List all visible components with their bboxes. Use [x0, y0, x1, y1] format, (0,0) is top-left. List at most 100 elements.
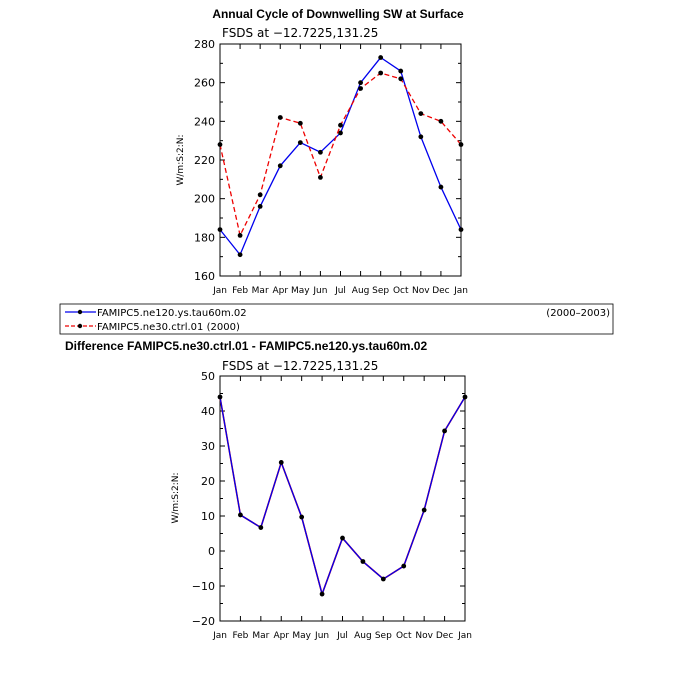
legend-note-blue: (2000–2003) — [546, 308, 610, 319]
bottom-ytick-label: 10 — [201, 510, 215, 523]
bottom-series-0-point — [421, 507, 427, 513]
bottom-series-line-0 — [219, 396, 466, 597]
bottom-xtick-label: Jan — [212, 631, 227, 641]
bottom-series-0-point — [462, 394, 468, 400]
top-y-axis-label: W/m:S:2:N: — [176, 135, 186, 186]
bottom-ytick-label: 0 — [208, 545, 215, 558]
legend-marker-red — [77, 323, 83, 329]
top-xtick-label: Nov — [412, 286, 430, 296]
top-xtick-label: Aug — [352, 286, 370, 296]
top-series-0-point — [318, 149, 323, 155]
top-series-1-point — [358, 86, 363, 91]
top-ytick-label: 220 — [194, 154, 215, 167]
legend: FAMIPC5.ne120.ys.tau60m.02 (2000–2003) F… — [59, 303, 614, 335]
top-ytick-label: 240 — [194, 115, 215, 128]
top-series-0-point — [277, 163, 283, 169]
bottom-xtick-label: Nov — [415, 631, 433, 641]
top-series-0-point — [257, 204, 263, 209]
bottom-ytick-label: 50 — [201, 370, 215, 383]
bottom-xtick-label: Feb — [232, 631, 248, 641]
top-series-0-point — [398, 68, 404, 74]
top-series-1-point — [277, 115, 283, 120]
bottom-series-0-point — [299, 514, 305, 520]
top-chart-subtitle: FSDS at −12.7225,131.25 — [222, 26, 378, 40]
top-xtick-label: Jul — [334, 286, 346, 296]
top-series-1-point — [297, 120, 303, 126]
bottom-xtick-label: Aug — [354, 631, 372, 641]
bottom-xtick-label: Mar — [252, 631, 269, 641]
bottom-ytick-label: 20 — [201, 475, 215, 488]
bottom-axis-ticks: −20 −10 0 10 20 30 40 50 Jan Feb Mar Apr May Jun Jul Au… — [192, 370, 472, 641]
top-series-1-point — [378, 70, 384, 76]
bottom-xtick-label: Jun — [314, 631, 329, 641]
top-series-1-point — [318, 175, 323, 180]
bottom-series-0-point — [360, 559, 366, 564]
top-series-1-point — [338, 122, 343, 128]
top-series-1-point — [398, 76, 404, 82]
top-xtick-label: Jan — [453, 286, 468, 296]
legend-box — [59, 303, 614, 335]
bottom-plot-frame — [219, 375, 466, 622]
bottom-ytick-label: −10 — [192, 580, 215, 593]
top-series-0-point — [418, 134, 424, 140]
top-axis-ticks: 160 180 200 220 240 260 280 Jan Feb Mar Apr May Jun J… — [194, 38, 468, 296]
top-xtick-label: Apr — [272, 286, 288, 296]
bottom-series-0-point — [258, 525, 264, 530]
top-chart: Annual Cycle of Downwelling SW at Surfac… — [176, 7, 468, 296]
top-series-1-point — [237, 233, 243, 238]
top-ytick-label: 200 — [194, 193, 215, 206]
top-series-1-point — [458, 142, 464, 147]
bottom-chart-title: Difference FAMIPC5.ne30.ctrl.01 - FAMIPC… — [65, 339, 427, 353]
top-series-0-point — [297, 140, 303, 146]
bottom-chart: Difference FAMIPC5.ne30.ctrl.01 - FAMIPC… — [65, 339, 472, 641]
bottom-ytick-label: 40 — [201, 405, 215, 418]
bottom-series-group — [217, 394, 468, 597]
bottom-chart-subtitle: FSDS at −12.7225,131.25 — [222, 359, 378, 373]
bottom-series-0-point — [278, 460, 284, 465]
legend-marker-blue — [77, 309, 83, 315]
top-series-line-0 — [219, 56, 462, 256]
top-plot-frame — [219, 43, 462, 277]
top-series-0-point — [338, 130, 343, 136]
bottom-xtick-label: Oct — [396, 631, 412, 641]
bottom-ytick-label: 30 — [201, 440, 215, 453]
top-series-0-point — [458, 227, 464, 233]
top-series-0-point — [378, 55, 384, 60]
top-chart-title: Annual Cycle of Downwelling SW at Surfac… — [212, 7, 464, 21]
top-xtick-label: Oct — [393, 286, 409, 296]
bottom-series-0-point — [340, 535, 345, 541]
top-series-1-point — [257, 192, 263, 198]
bottom-xtick-label: Apr — [273, 631, 289, 641]
bottom-ytick-label: −20 — [192, 615, 215, 628]
bottom-series-0-point — [380, 576, 386, 582]
top-ytick-label: 180 — [194, 231, 215, 244]
bottom-xtick-label: Dec — [436, 631, 453, 641]
top-ytick-label: 260 — [194, 77, 215, 90]
top-xtick-label: Sep — [372, 286, 389, 296]
top-series-0-point — [438, 184, 444, 190]
top-series-line-1 — [219, 72, 462, 238]
bottom-y-axis-label: W/m:S:2:N: — [171, 473, 181, 524]
bottom-series-0-point — [238, 512, 243, 518]
top-xtick-label: Mar — [252, 286, 269, 296]
top-series-group — [217, 55, 464, 258]
top-xtick-label: Jan — [212, 286, 227, 296]
top-series-0-point — [217, 227, 223, 233]
legend-label-blue: FAMIPC5.ne120.ys.tau60m.02 — [97, 308, 247, 319]
top-series-1-point — [438, 118, 444, 124]
bottom-series-0-point — [442, 428, 447, 434]
bottom-series-0-point — [217, 394, 223, 400]
top-ytick-label: 160 — [194, 270, 215, 283]
top-xtick-label: Jun — [312, 286, 327, 296]
bottom-xtick-label: Sep — [375, 631, 392, 641]
top-xtick-label: Feb — [232, 286, 248, 296]
top-xtick-label: May — [291, 286, 310, 296]
bottom-xtick-label: May — [292, 631, 311, 641]
legend-label-red: FAMIPC5.ne30.ctrl.01 (2000) — [97, 322, 240, 333]
top-series-0-point — [358, 80, 363, 86]
bottom-xtick-label: Jul — [336, 631, 348, 641]
bottom-series-0-point — [401, 563, 407, 569]
top-series-1-point — [217, 142, 223, 147]
top-series-1-point — [418, 111, 424, 116]
